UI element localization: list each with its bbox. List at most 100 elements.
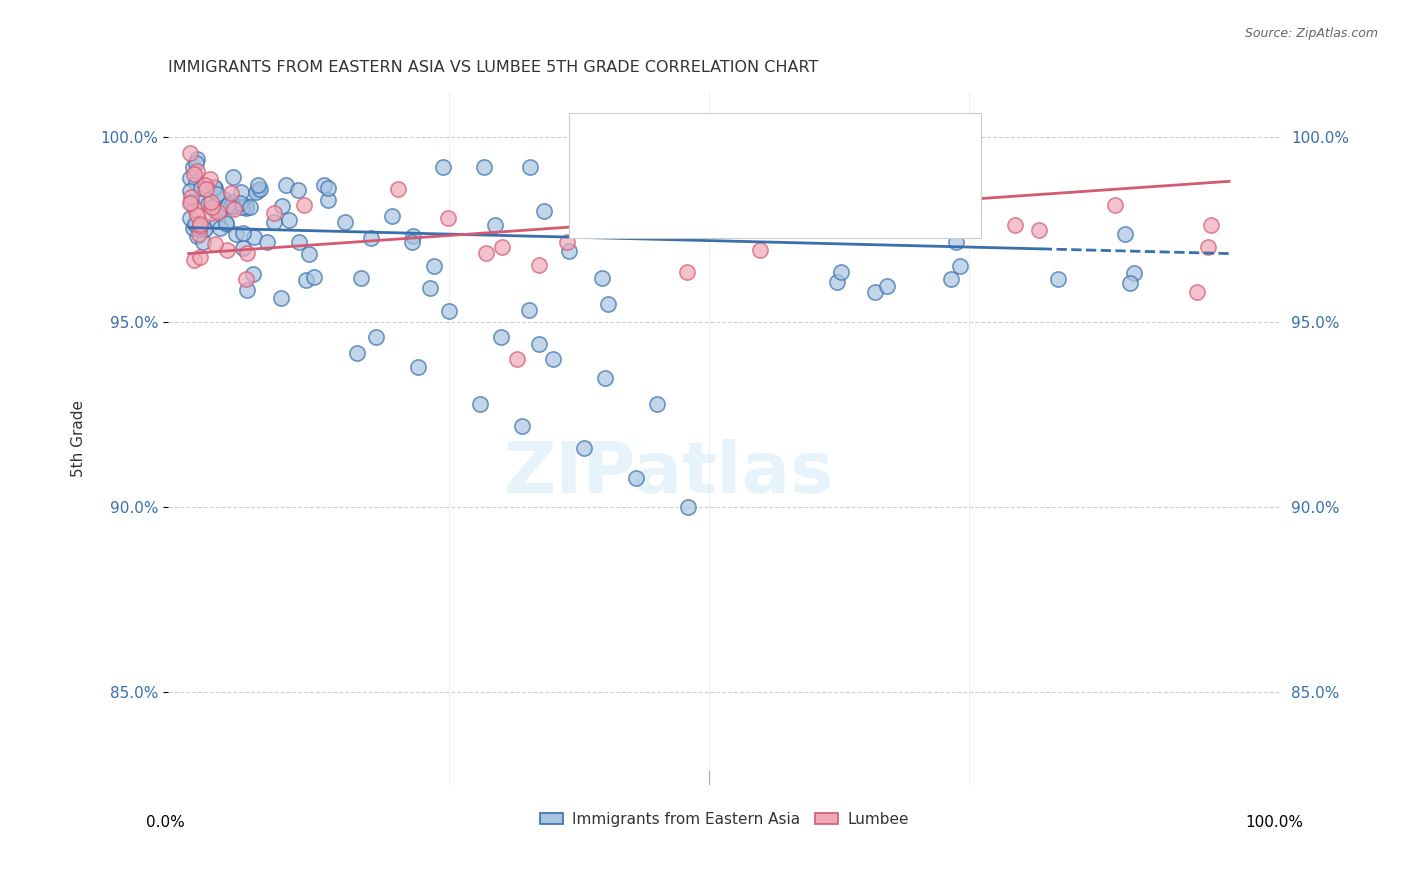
Point (179, 170, 201, 185)
Point (201, 201, 224, 215)
Point (222, 200, 245, 214)
Point (180, 195, 202, 210)
Point (588, 211, 610, 226)
Point (231, 186, 253, 200)
Point (207, 205, 229, 219)
Point (215, 216, 238, 230)
Point (1104, 198, 1126, 212)
Point (232, 226, 254, 240)
Point (945, 235, 967, 249)
Point (572, 441, 595, 455)
Point (256, 235, 278, 249)
Point (346, 346, 368, 360)
Legend: Immigrants from Eastern Asia, Lumbee: Immigrants from Eastern Asia, Lumbee (534, 805, 915, 833)
Point (517, 303, 540, 318)
Point (246, 183, 269, 197)
Point (749, 243, 772, 257)
Point (292, 198, 315, 212)
Point (593, 370, 616, 384)
Point (249, 182, 271, 196)
Point (676, 265, 699, 279)
Point (364, 330, 387, 344)
Text: Source: ZipAtlas.com: Source: ZipAtlas.com (1244, 27, 1378, 40)
Point (529, 258, 551, 272)
Point (533, 203, 555, 218)
Point (193, 222, 215, 236)
Point (193, 235, 215, 249)
Point (948, 259, 970, 273)
Point (194, 182, 217, 196)
Point (242, 230, 264, 244)
Point (225, 227, 247, 242)
Point (558, 244, 581, 258)
Point (183, 202, 205, 216)
Point (186, 229, 208, 244)
Point (231, 201, 253, 215)
Text: ZIPatlas: ZIPatlas (503, 439, 834, 508)
Point (591, 270, 613, 285)
Point (179, 184, 201, 198)
Text: 100.0%: 100.0% (1246, 814, 1303, 830)
Point (217, 197, 239, 211)
Point (489, 330, 512, 344)
Point (263, 215, 285, 229)
Point (401, 235, 423, 249)
Point (1114, 227, 1136, 242)
Point (236, 283, 259, 297)
Point (235, 201, 257, 215)
Point (1187, 285, 1209, 300)
Point (381, 210, 404, 224)
Point (406, 359, 429, 374)
Point (239, 200, 262, 214)
Point (294, 273, 316, 287)
Point (316, 181, 339, 195)
Point (287, 183, 309, 197)
Point (911, 221, 934, 235)
Point (205, 214, 228, 228)
Point (825, 276, 848, 290)
Text: 0.0%: 0.0% (146, 814, 184, 830)
Point (186, 155, 208, 169)
Point (333, 215, 356, 229)
Point (387, 182, 409, 196)
Point (236, 245, 259, 260)
Point (184, 217, 207, 231)
Point (1197, 240, 1219, 254)
Point (624, 470, 647, 484)
Point (475, 245, 498, 260)
Point (271, 199, 294, 213)
Point (278, 212, 301, 227)
Point (510, 418, 533, 433)
Point (186, 208, 208, 222)
Point (288, 235, 311, 249)
Point (186, 164, 208, 178)
Point (519, 160, 541, 174)
Point (1004, 218, 1026, 232)
Point (1046, 272, 1069, 286)
Point (484, 218, 506, 232)
Point (628, 190, 651, 204)
Point (830, 265, 852, 279)
Point (304, 269, 326, 284)
Point (181, 160, 204, 174)
Point (200, 206, 222, 220)
Point (222, 194, 245, 209)
Point (887, 218, 910, 232)
FancyBboxPatch shape (568, 113, 980, 238)
Point (183, 167, 205, 181)
Point (298, 247, 321, 261)
Point (312, 178, 335, 192)
Point (221, 199, 243, 213)
Point (232, 241, 254, 255)
Point (596, 296, 619, 310)
Point (200, 194, 222, 209)
Point (419, 281, 441, 295)
Point (204, 236, 226, 251)
Point (235, 272, 257, 286)
Point (557, 235, 579, 249)
Point (207, 191, 229, 205)
Point (350, 271, 373, 285)
Point (204, 203, 226, 218)
Point (197, 197, 219, 211)
Point (183, 220, 205, 235)
